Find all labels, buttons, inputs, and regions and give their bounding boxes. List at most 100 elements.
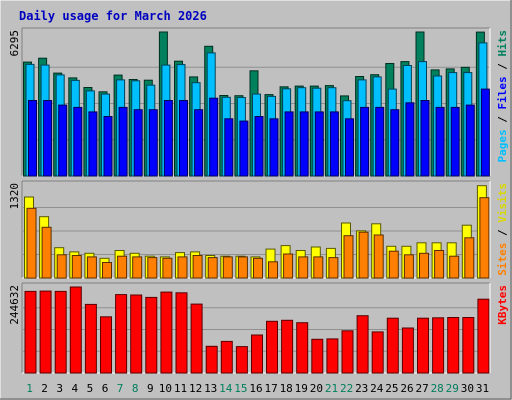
x-tick-label-17: 17 [264, 382, 277, 395]
x-tick-label-2: 2 [41, 382, 48, 395]
panel-visits-sites: 1320 Sites / Visits [8, 180, 509, 279]
bar-sites-day-1 [26, 207, 37, 279]
x-tick-label-16: 16 [249, 382, 262, 395]
bar-kbytes-day-24 [371, 331, 384, 374]
bar-sites-day-14 [222, 256, 233, 279]
x-tick-label-18: 18 [280, 382, 293, 395]
bar-pages-day-13 [209, 97, 219, 177]
series-kbytes [24, 286, 490, 374]
panel-kbytes: 244632 KBytes [8, 282, 509, 374]
bar-sites-day-5 [86, 256, 97, 279]
legend-hits: Hits [496, 30, 509, 57]
bar-kbytes-day-16 [251, 334, 263, 374]
legend-sep: / [496, 223, 509, 243]
bar-pages-day-6 [103, 116, 113, 177]
bar-pages-day-17 [269, 118, 279, 177]
bar-kbytes-day-9 [145, 296, 158, 374]
legend-pages: Pages [496, 129, 509, 162]
bar-kbytes-day-13 [205, 345, 218, 374]
legend-sep: / [496, 110, 509, 130]
y-max-label: 244632 [8, 285, 21, 325]
bar-kbytes-day-20 [311, 338, 324, 374]
bar-kbytes-day-28 [432, 317, 445, 374]
bar-pages-day-29 [450, 106, 460, 177]
bar-pages-day-5 [88, 111, 98, 177]
x-tick-label-5: 5 [87, 382, 94, 395]
x-tick-label-9: 9 [147, 382, 154, 395]
bar-pages-day-1 [28, 100, 37, 177]
series-sites [26, 197, 490, 279]
chart-title: Daily usage for March 2026 [19, 9, 207, 23]
bar-pages-day-27 [420, 100, 430, 177]
legend-kbytes: KBytes [496, 285, 509, 325]
bar-pages-day-3 [58, 104, 68, 177]
bar-pages-day-26 [405, 102, 415, 177]
bar-pages-day-2 [43, 100, 53, 177]
series-pages [28, 88, 490, 177]
bar-kbytes-day-14 [220, 340, 233, 374]
bar-pages-day-28 [435, 106, 445, 177]
bar-kbytes-day-26 [401, 327, 414, 374]
bar-kbytes-day-6 [100, 316, 112, 374]
bar-pages-day-10 [163, 100, 173, 177]
bar-kbytes-day-3 [54, 290, 67, 374]
bar-sites-day-13 [207, 257, 218, 279]
x-tick-label-26: 26 [400, 382, 413, 395]
bar-sites-day-9 [147, 257, 158, 279]
legend-kbytes: KBytes [496, 285, 509, 325]
bar-pages-day-20 [314, 111, 324, 177]
x-tick-label-10: 10 [159, 382, 172, 395]
x-tick-label-28: 28 [431, 382, 444, 395]
bar-pages-day-21 [329, 111, 339, 177]
bar-sites-day-25 [388, 250, 399, 279]
x-tick-label-27: 27 [415, 382, 428, 395]
x-tick-label-23: 23 [355, 382, 368, 395]
legend-files: Files [496, 76, 509, 109]
bar-pages-day-31 [480, 88, 490, 177]
x-tick-label-22: 22 [340, 382, 353, 395]
bar-sites-day-30 [464, 237, 475, 279]
legend-sites: Sites [496, 243, 509, 276]
bar-pages-day-22 [345, 118, 354, 177]
bar-sites-day-10 [162, 257, 173, 279]
bar-sites-day-26 [403, 254, 414, 279]
bar-kbytes-day-21 [326, 338, 339, 374]
bar-sites-day-18 [283, 253, 294, 279]
bar-kbytes-day-1 [24, 290, 37, 374]
x-tick-label-8: 8 [132, 382, 139, 395]
bar-sites-day-11 [177, 256, 188, 279]
bar-pages-day-19 [299, 111, 309, 177]
bar-kbytes-day-10 [160, 291, 173, 374]
x-tick-label-29: 29 [446, 382, 459, 395]
bar-kbytes-day-8 [130, 294, 143, 374]
x-tick-label-11: 11 [174, 382, 187, 395]
bar-kbytes-day-31 [477, 298, 490, 374]
legend-visits: Visits [496, 183, 509, 223]
chart-panels: 6295 Pages / Files / Hits 1320 Sites / Visi… [8, 27, 509, 374]
bar-sites-day-7 [117, 255, 128, 279]
x-tick-label-13: 13 [204, 382, 217, 395]
x-tick-label-12: 12 [189, 382, 202, 395]
legend-sep: / [496, 57, 509, 77]
x-tick-label-19: 19 [295, 382, 308, 395]
bar-kbytes-day-25 [386, 317, 399, 374]
legend-visits-sites: Sites / Visits [496, 183, 509, 276]
x-tick-label-3: 3 [56, 382, 63, 395]
bar-sites-day-27 [419, 252, 429, 279]
x-tick-label-20: 20 [310, 382, 323, 395]
bar-kbytes-day-17 [266, 320, 278, 374]
bar-sites-day-4 [71, 255, 82, 279]
legend-hits-files-pages: Pages / Files / Hits [496, 30, 509, 163]
bar-kbytes-day-11 [175, 292, 188, 374]
bar-kbytes-day-27 [417, 317, 429, 374]
x-tick-label-15: 15 [234, 382, 247, 395]
bar-kbytes-day-22 [341, 330, 354, 374]
bar-kbytes-day-4 [69, 286, 82, 374]
bar-sites-day-21 [328, 257, 339, 279]
x-tick-label-6: 6 [102, 382, 109, 395]
bar-sites-day-17 [268, 261, 278, 279]
y-max-label: 1320 [8, 183, 21, 210]
bar-sites-day-31 [479, 197, 490, 279]
